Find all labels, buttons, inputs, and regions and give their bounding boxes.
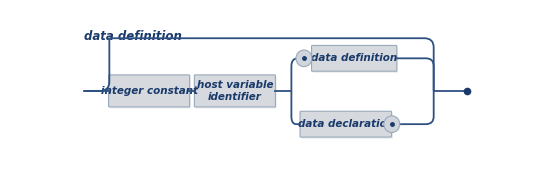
FancyBboxPatch shape [301, 113, 393, 139]
FancyBboxPatch shape [313, 47, 398, 73]
FancyBboxPatch shape [300, 111, 392, 137]
Text: host variable
identifier: host variable identifier [197, 80, 273, 102]
Text: data declaration: data declaration [298, 119, 394, 129]
Ellipse shape [296, 50, 312, 67]
FancyBboxPatch shape [312, 45, 397, 71]
Text: integer constant: integer constant [100, 86, 198, 96]
FancyBboxPatch shape [194, 75, 275, 107]
Text: data definition: data definition [311, 53, 397, 63]
FancyBboxPatch shape [110, 76, 191, 109]
FancyBboxPatch shape [195, 76, 276, 109]
Text: data definition: data definition [84, 30, 182, 43]
Ellipse shape [384, 116, 400, 132]
FancyBboxPatch shape [109, 75, 190, 107]
